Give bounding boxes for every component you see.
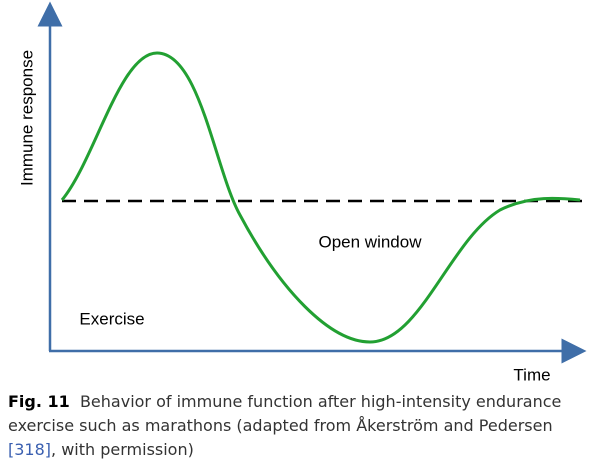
caption-text: Behavior of immune function after high-i… [8, 392, 562, 435]
figure: Immune response Time Open window Exercis… [17, 1, 587, 384]
y-axis-label: Immune response [17, 50, 36, 186]
x-axis-label: Time [513, 365, 550, 384]
caption: Fig. 11 Behavior of immune function afte… [8, 390, 596, 462]
caption-text: , with permission) [51, 440, 194, 459]
reference: [318] [8, 440, 52, 459]
annotation: Exercise [79, 309, 144, 328]
immune-curve [60, 51, 581, 344]
caption-label: Fig. 11 [8, 392, 70, 411]
annotation: Open window [318, 232, 422, 251]
